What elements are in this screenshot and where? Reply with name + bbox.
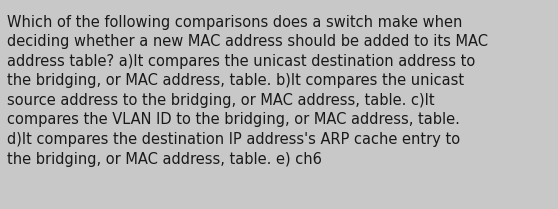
Text: Which of the following comparisons does a switch make when
deciding whether a ne: Which of the following comparisons does … — [7, 15, 488, 167]
